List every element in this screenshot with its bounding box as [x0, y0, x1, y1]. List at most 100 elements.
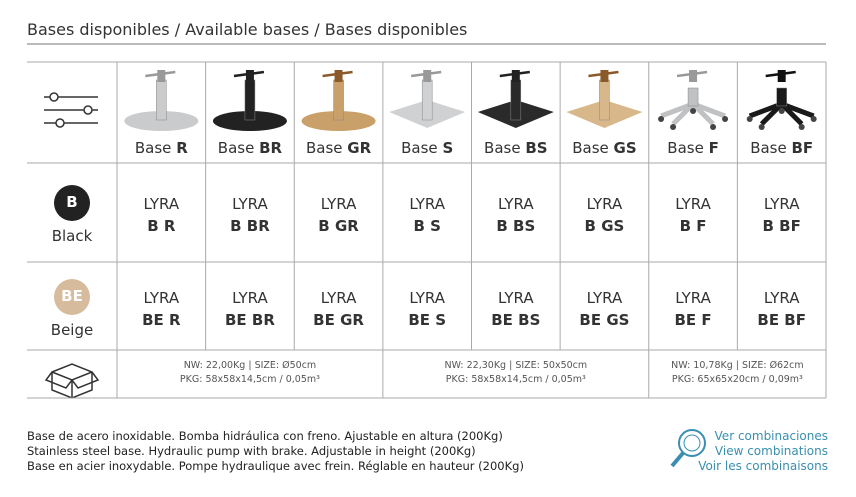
spec-package: PKG: 65x65x20cm / 0,09m³	[671, 374, 803, 385]
base-column	[776, 87, 787, 107]
base-column	[687, 87, 699, 107]
base-wheel	[722, 116, 729, 122]
base-lever	[588, 70, 619, 78]
base-code: BF	[791, 139, 814, 157]
base-wheel	[670, 124, 677, 130]
base-column	[421, 79, 433, 121]
spec-weight: NW: 10,78Kg | SIZE: Ø62cm	[671, 360, 804, 371]
cell-code: B GR	[318, 217, 359, 235]
column-header: Base F	[667, 139, 719, 157]
cell-code: B BF	[762, 217, 801, 235]
base-code: GS	[613, 139, 637, 157]
base-lever	[233, 70, 265, 78]
cell-model: LYRA	[143, 289, 180, 307]
cell-model: LYRA	[586, 195, 623, 213]
base-column	[333, 79, 344, 121]
base-top	[423, 70, 432, 82]
base-plate	[124, 111, 199, 131]
cell-model: LYRA	[675, 289, 711, 307]
combinations-link[interactable]: View combinations	[714, 444, 828, 458]
spec-weight: NW: 22,00Kg | SIZE: Ø50cm	[183, 360, 317, 371]
base-wheel	[710, 124, 717, 130]
base-wheel	[798, 124, 805, 130]
description-line: Base en acier inoxydable. Pompe hydrauli…	[27, 459, 524, 473]
cell-code: BE BF	[757, 311, 806, 329]
cell-model: LYRA	[320, 195, 357, 213]
base-prefix: Base	[305, 139, 343, 157]
cell-model: LYRA	[763, 195, 800, 213]
base-top	[689, 70, 698, 82]
base-leg	[779, 102, 804, 126]
base-leg	[691, 102, 715, 126]
cell-code: B GS	[584, 217, 625, 235]
cell-model: LYRA	[498, 195, 534, 213]
base-lever	[322, 70, 353, 78]
cell-code: B BS	[496, 217, 536, 235]
cell-model: LYRA	[586, 289, 623, 307]
base-code: S	[442, 139, 454, 157]
base-column	[156, 79, 167, 121]
base-top	[245, 70, 254, 82]
cell-code: BE BR	[224, 311, 275, 329]
base-top	[511, 70, 520, 82]
column-header: Base GR	[306, 139, 371, 157]
cell-code: BE GR	[313, 311, 364, 329]
base-code: BS	[525, 139, 548, 157]
base-top	[334, 70, 343, 82]
base-code: GR	[347, 139, 372, 157]
base-code: F	[708, 139, 719, 157]
base-lever	[676, 70, 708, 78]
cell-code: BE BS	[491, 311, 541, 329]
base-column	[599, 79, 610, 121]
base-code: R	[176, 139, 188, 157]
base-prefix: Base	[750, 139, 787, 157]
combinations-link[interactable]: Voir les combinaisons	[698, 459, 828, 473]
base-lever	[411, 70, 442, 78]
cell-code: B F	[679, 217, 707, 235]
cell-model: LYRA	[498, 289, 534, 307]
spec-package: PKG: 58x58x14,5cm / 0,05m³	[179, 374, 320, 385]
cell-model: LYRA	[232, 289, 268, 307]
base-wheel	[658, 116, 665, 122]
column-header: Base GS	[572, 139, 636, 157]
badge-circle	[54, 279, 90, 315]
row-label: Beige	[50, 321, 94, 339]
base-lever	[499, 70, 530, 78]
cell-model: LYRA	[763, 289, 800, 307]
combinations-link[interactable]: Ver combinaciones	[714, 429, 828, 443]
cell-model: LYRA	[143, 195, 180, 213]
base-plate	[212, 111, 287, 131]
cell-model: LYRA	[320, 289, 357, 307]
box-icon	[44, 363, 100, 399]
cell-code: BE F	[674, 311, 712, 329]
filter-icon	[44, 92, 98, 128]
base-column	[510, 79, 522, 121]
base-wheel	[746, 116, 753, 122]
column-header: Base BS	[484, 139, 548, 157]
base-wheel	[778, 108, 785, 114]
base-wheel	[690, 108, 697, 114]
base-column	[244, 79, 256, 121]
column-header: Base BR	[218, 139, 282, 157]
base-plate	[301, 111, 376, 131]
cell-model: LYRA	[409, 195, 445, 213]
description-line: Base de acero inoxidable. Bomba hidráuli…	[27, 429, 503, 443]
base-wheel	[810, 116, 817, 122]
base-lever	[765, 70, 796, 78]
cell-model: LYRA	[232, 195, 268, 213]
base-leg	[759, 102, 784, 126]
base-prefix: Base	[134, 139, 172, 157]
cell-model: LYRA	[409, 289, 445, 307]
cell-code: B S	[413, 217, 441, 235]
base-top	[777, 70, 786, 82]
badge-circle	[54, 185, 90, 221]
search-icon	[670, 429, 706, 468]
base-top	[600, 70, 609, 82]
column-header: Base BF	[750, 139, 813, 157]
spec-weight: NW: 22,30Kg | SIZE: 50x50cm	[444, 360, 588, 371]
row-label: Black	[51, 227, 93, 245]
cell-code: BE GS	[579, 311, 630, 329]
cell-code: BE S	[408, 311, 447, 329]
